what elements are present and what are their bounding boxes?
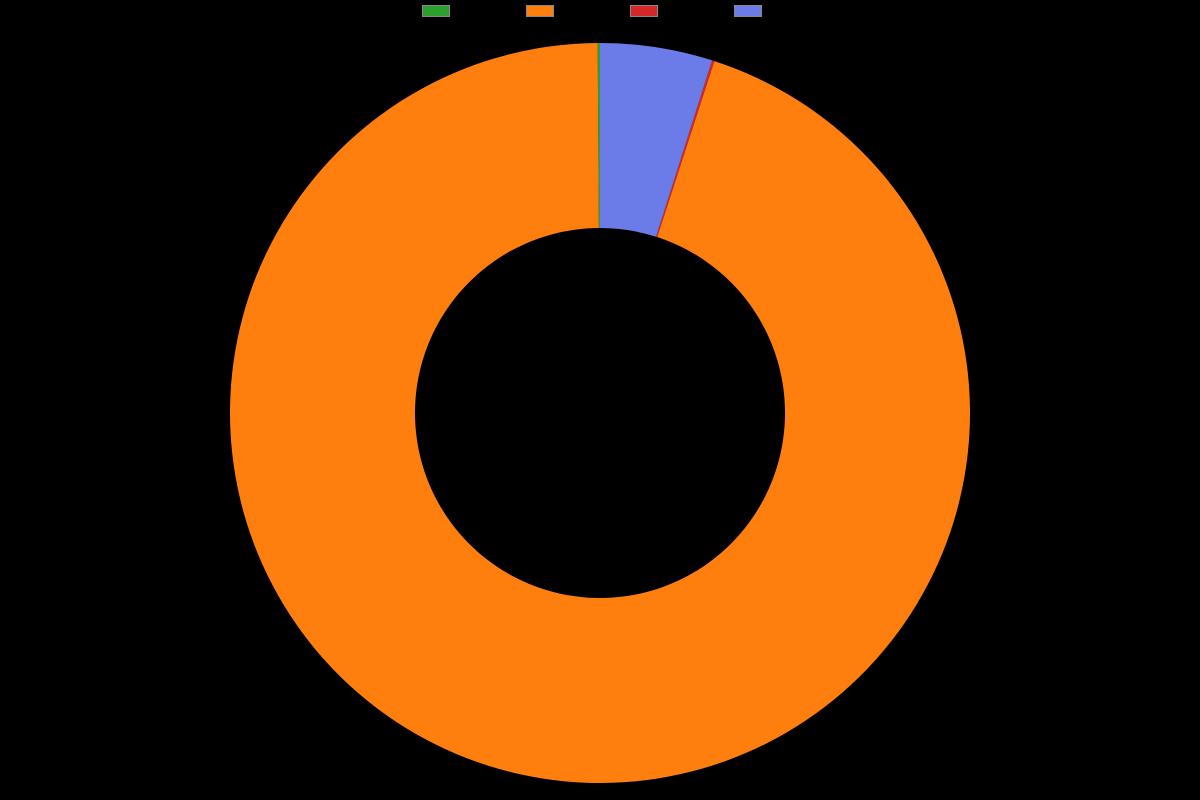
legend-item-1	[526, 5, 570, 17]
legend-item-3	[734, 5, 778, 17]
legend-swatch-2	[630, 5, 658, 17]
legend-swatch-3	[734, 5, 762, 17]
legend-swatch-1	[526, 5, 554, 17]
legend-item-2	[630, 5, 674, 17]
donut-svg	[210, 23, 990, 800]
legend-swatch-0	[422, 5, 450, 17]
donut-chart	[0, 25, 1200, 800]
legend	[0, 5, 1200, 17]
chart-container	[0, 0, 1200, 800]
legend-item-0	[422, 5, 466, 17]
